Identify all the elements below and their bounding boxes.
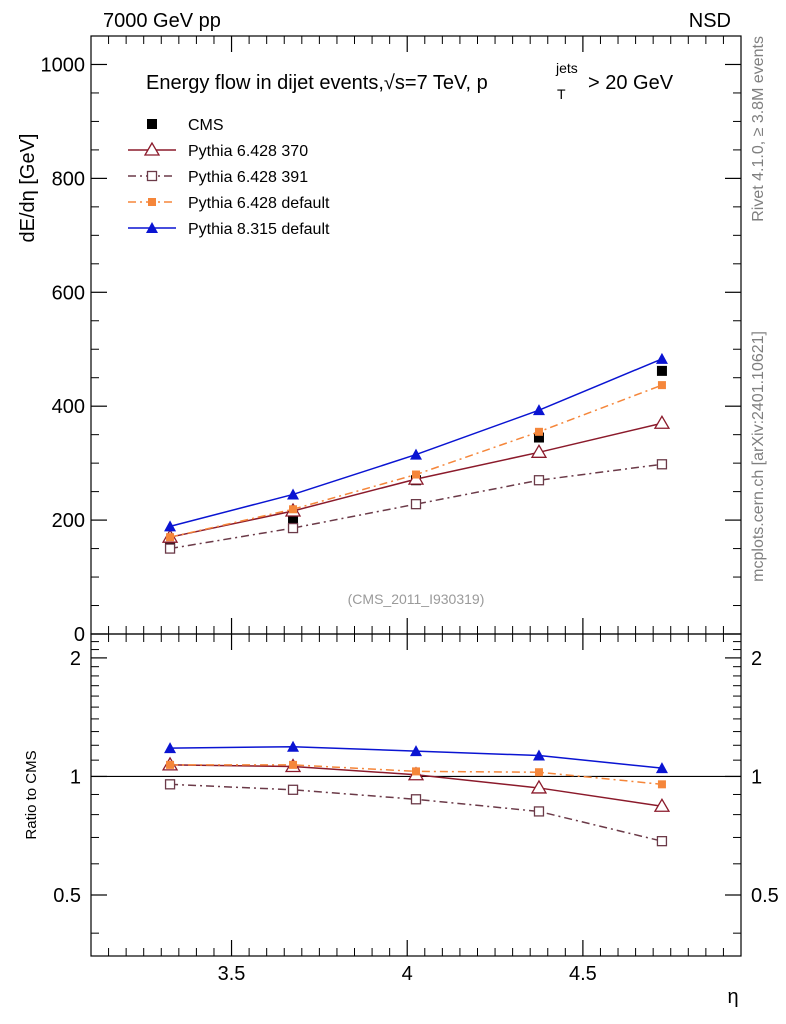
main-y-tick-label: 400 xyxy=(52,396,85,418)
main-y-tick-label: 200 xyxy=(52,510,85,532)
ratio-point-pythia-6-428-default xyxy=(412,767,420,776)
legend-marker-pythia-8-315-default xyxy=(146,222,158,233)
main-point-pythia-6-428-391 xyxy=(410,498,422,510)
mcplots-label: mcplots.cern.ch [arXiv:2401.10621] xyxy=(750,331,767,582)
main-point-pythia-6-428-default xyxy=(534,427,543,436)
x-ticks: 3.5 4 4.5 xyxy=(108,36,742,985)
ratio-y-tick-label-right: 2 xyxy=(751,648,762,670)
main-line-pythia-6-428-default xyxy=(169,384,663,538)
main-point-cms xyxy=(656,365,667,376)
ratio-point-pythia-6-428-391 xyxy=(287,784,299,795)
title-superscript: jets xyxy=(555,60,578,76)
ratio-point-pythia-6-428-391 xyxy=(410,794,422,805)
legend-marker-cms xyxy=(147,119,157,129)
main-y-label: dE/dη [GeV] xyxy=(17,134,39,243)
plot-title: Energy flow in dijet events,√s=7 TeV, p xyxy=(146,72,488,94)
main-point-pythia-8-315-default xyxy=(287,488,300,500)
main-point-pythia-6-428-default xyxy=(289,505,298,514)
legend-label-pythia-6-428-370: Pythia 6.428 370 xyxy=(188,143,308,160)
x-tick-label: 4 xyxy=(402,963,413,985)
ratio-point-pythia-8-315-default xyxy=(287,740,300,752)
ratio-y-label: Ratio to CMS xyxy=(23,750,40,839)
ratio-point-pythia-8-315-default xyxy=(164,742,177,754)
ratio-y-tick-label-right: 1 xyxy=(751,766,762,788)
title-sqrt: √s xyxy=(384,72,405,94)
main-series-group xyxy=(161,352,671,554)
ratio-point-pythia-6-428-370 xyxy=(530,779,548,794)
title-subscript: T xyxy=(557,86,566,102)
ratio-point-pythia-6-428-default xyxy=(657,780,666,789)
legend: CMS Pythia 6.428 370 Pythia 6.428 391 Pythi… xyxy=(128,117,330,238)
ratio-point-pythia-6-428-default xyxy=(166,760,175,769)
ratio-panel-frame xyxy=(90,633,742,957)
main-point-pythia-6-428-391 xyxy=(164,543,176,554)
header-right: NSD xyxy=(689,10,731,32)
ratio-point-pythia-6-428-370 xyxy=(653,797,671,812)
main-point-pythia-6-428-370 xyxy=(530,444,548,458)
main-y-tick-label: 1000 xyxy=(41,54,86,76)
legend-label-pythia-6-428-default: Pythia 6.428 default xyxy=(188,195,330,212)
main-point-pythia-8-315-default xyxy=(410,448,422,460)
legend-marker-pythia-6-428-default xyxy=(148,198,156,206)
ratio-point-pythia-8-315-default xyxy=(532,749,545,761)
legend-label-pythia-8-315-default: Pythia 8.315 default xyxy=(188,221,330,238)
main-point-pythia-6-428-391 xyxy=(287,522,299,534)
main-y-tick-label: 0 xyxy=(74,624,85,646)
header-left: 7000 GeV pp xyxy=(103,10,221,32)
title-cut: > 20 GeV xyxy=(588,72,674,94)
main-y-tick-label: 800 xyxy=(52,168,85,190)
main-point-pythia-8-315-default xyxy=(164,520,177,532)
main-point-pythia-8-315-default xyxy=(532,404,545,416)
ratio-point-pythia-6-428-391 xyxy=(533,806,545,817)
main-y-ticks: 0 200 400 600 800 1000 xyxy=(41,54,741,646)
main-point-cms xyxy=(533,432,544,443)
main-point-cms xyxy=(288,513,299,524)
main-point-pythia-8-315-default xyxy=(655,352,668,364)
main-point-cms xyxy=(165,537,176,548)
ratio-y-tick-label-left: 1 xyxy=(70,766,81,788)
main-point-pythia-6-428-391 xyxy=(533,475,545,486)
ratio-y-tick-label-left: 2 xyxy=(70,648,81,670)
title-energy: =7 TeV, p xyxy=(405,72,488,94)
legend-marker-pythia-6-428-370 xyxy=(143,141,161,156)
x-axis-label: η xyxy=(727,986,738,1008)
ratio-point-pythia-6-428-391 xyxy=(656,836,668,847)
ratio-y-tick-label-left: 0.5 xyxy=(53,885,81,907)
rivet-label: Rivet 4.1.0, ≥ 3.8M events xyxy=(750,36,767,222)
ratio-point-pythia-6-428-default xyxy=(534,768,543,777)
legend-label-cms: CMS xyxy=(188,117,224,134)
ratio-point-pythia-8-315-default xyxy=(410,745,422,757)
ratio-point-pythia-6-428-default xyxy=(289,760,298,769)
ratio-point-pythia-6-428-391 xyxy=(164,779,176,790)
legend-label-pythia-6-428-391: Pythia 6.428 391 xyxy=(188,169,308,186)
x-tick-label: 3.5 xyxy=(218,963,246,985)
main-point-pythia-6-428-default xyxy=(166,533,175,542)
ratio-y-ticks: 0.5 0.5 1 1 2 2 xyxy=(53,641,779,934)
ratio-line-pythia-6-428-391 xyxy=(170,783,663,842)
legend-marker-pythia-6-428-391 xyxy=(146,170,158,182)
main-point-pythia-6-428-default xyxy=(412,470,420,479)
ratio-point-pythia-8-315-default xyxy=(655,762,668,774)
main-y-tick-label: 600 xyxy=(52,282,85,304)
main-point-pythia-6-428-default xyxy=(657,381,666,390)
main-line-pythia-6-428-391 xyxy=(169,463,663,550)
x-tick-label: 4.5 xyxy=(569,963,597,985)
analysis-watermark: (CMS_2011_I930319) xyxy=(348,591,485,607)
ratio-y-tick-label-right: 0.5 xyxy=(751,885,779,907)
main-point-pythia-6-428-391 xyxy=(656,459,668,470)
ratio-series-group xyxy=(161,740,671,847)
main-point-pythia-6-428-370 xyxy=(653,414,671,429)
title-main: Energy flow in dijet events, xyxy=(146,72,384,94)
